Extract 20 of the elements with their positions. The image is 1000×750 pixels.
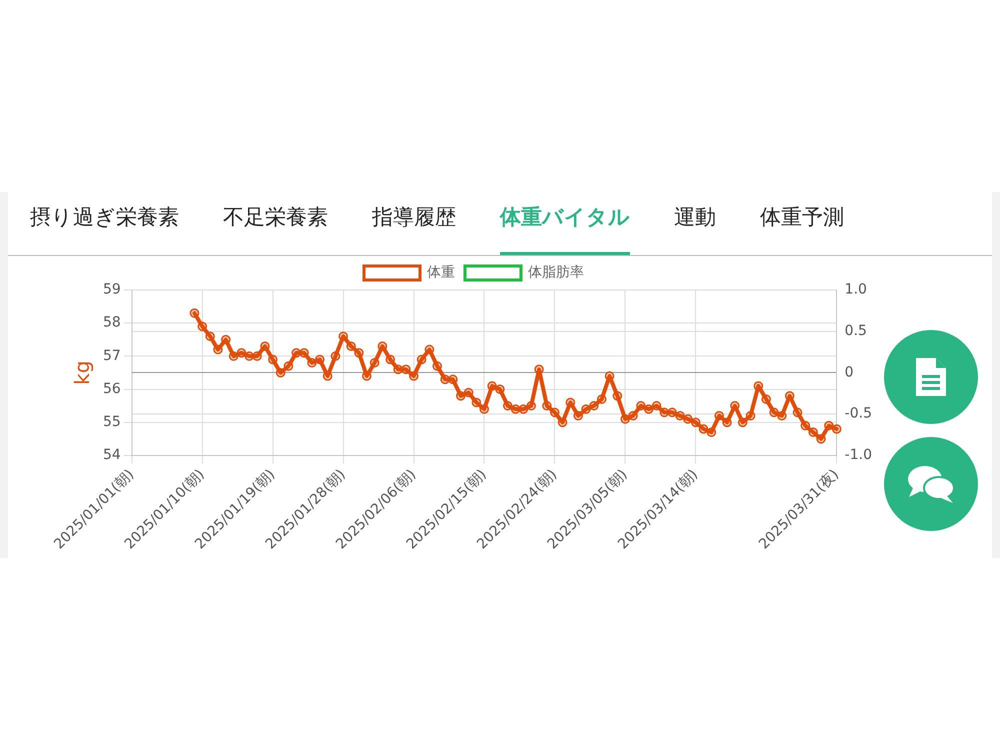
text: 指導履歴	[372, 204, 456, 231]
y-tick-label: 57	[102, 348, 121, 364]
y-tick-label: 54	[102, 447, 121, 464]
text: 不足栄養素	[223, 204, 328, 231]
y2-tick-label: -1.0	[844, 447, 872, 464]
y-tick-label: 58	[102, 314, 121, 331]
y-axis-title: kg	[70, 360, 94, 385]
y-tick-label: 59	[102, 282, 121, 298]
legend-label: 体重	[427, 264, 455, 281]
y2-tick-label: 0	[844, 364, 854, 380]
text: 体重バイタル	[500, 192, 630, 255]
legend-label: 体脂肪率	[528, 264, 584, 281]
text: 体重予測	[760, 204, 844, 231]
y2-tick-label: 1.0	[844, 282, 867, 298]
y2-tick-label: -0.5	[844, 406, 872, 422]
text: 摂り過ぎ栄養素	[30, 204, 179, 231]
y2-tick-label: 0.5	[844, 323, 867, 339]
y-tick-label: 55	[102, 414, 121, 430]
text: 運動	[674, 204, 716, 231]
y-tick-label: 56	[102, 380, 121, 397]
